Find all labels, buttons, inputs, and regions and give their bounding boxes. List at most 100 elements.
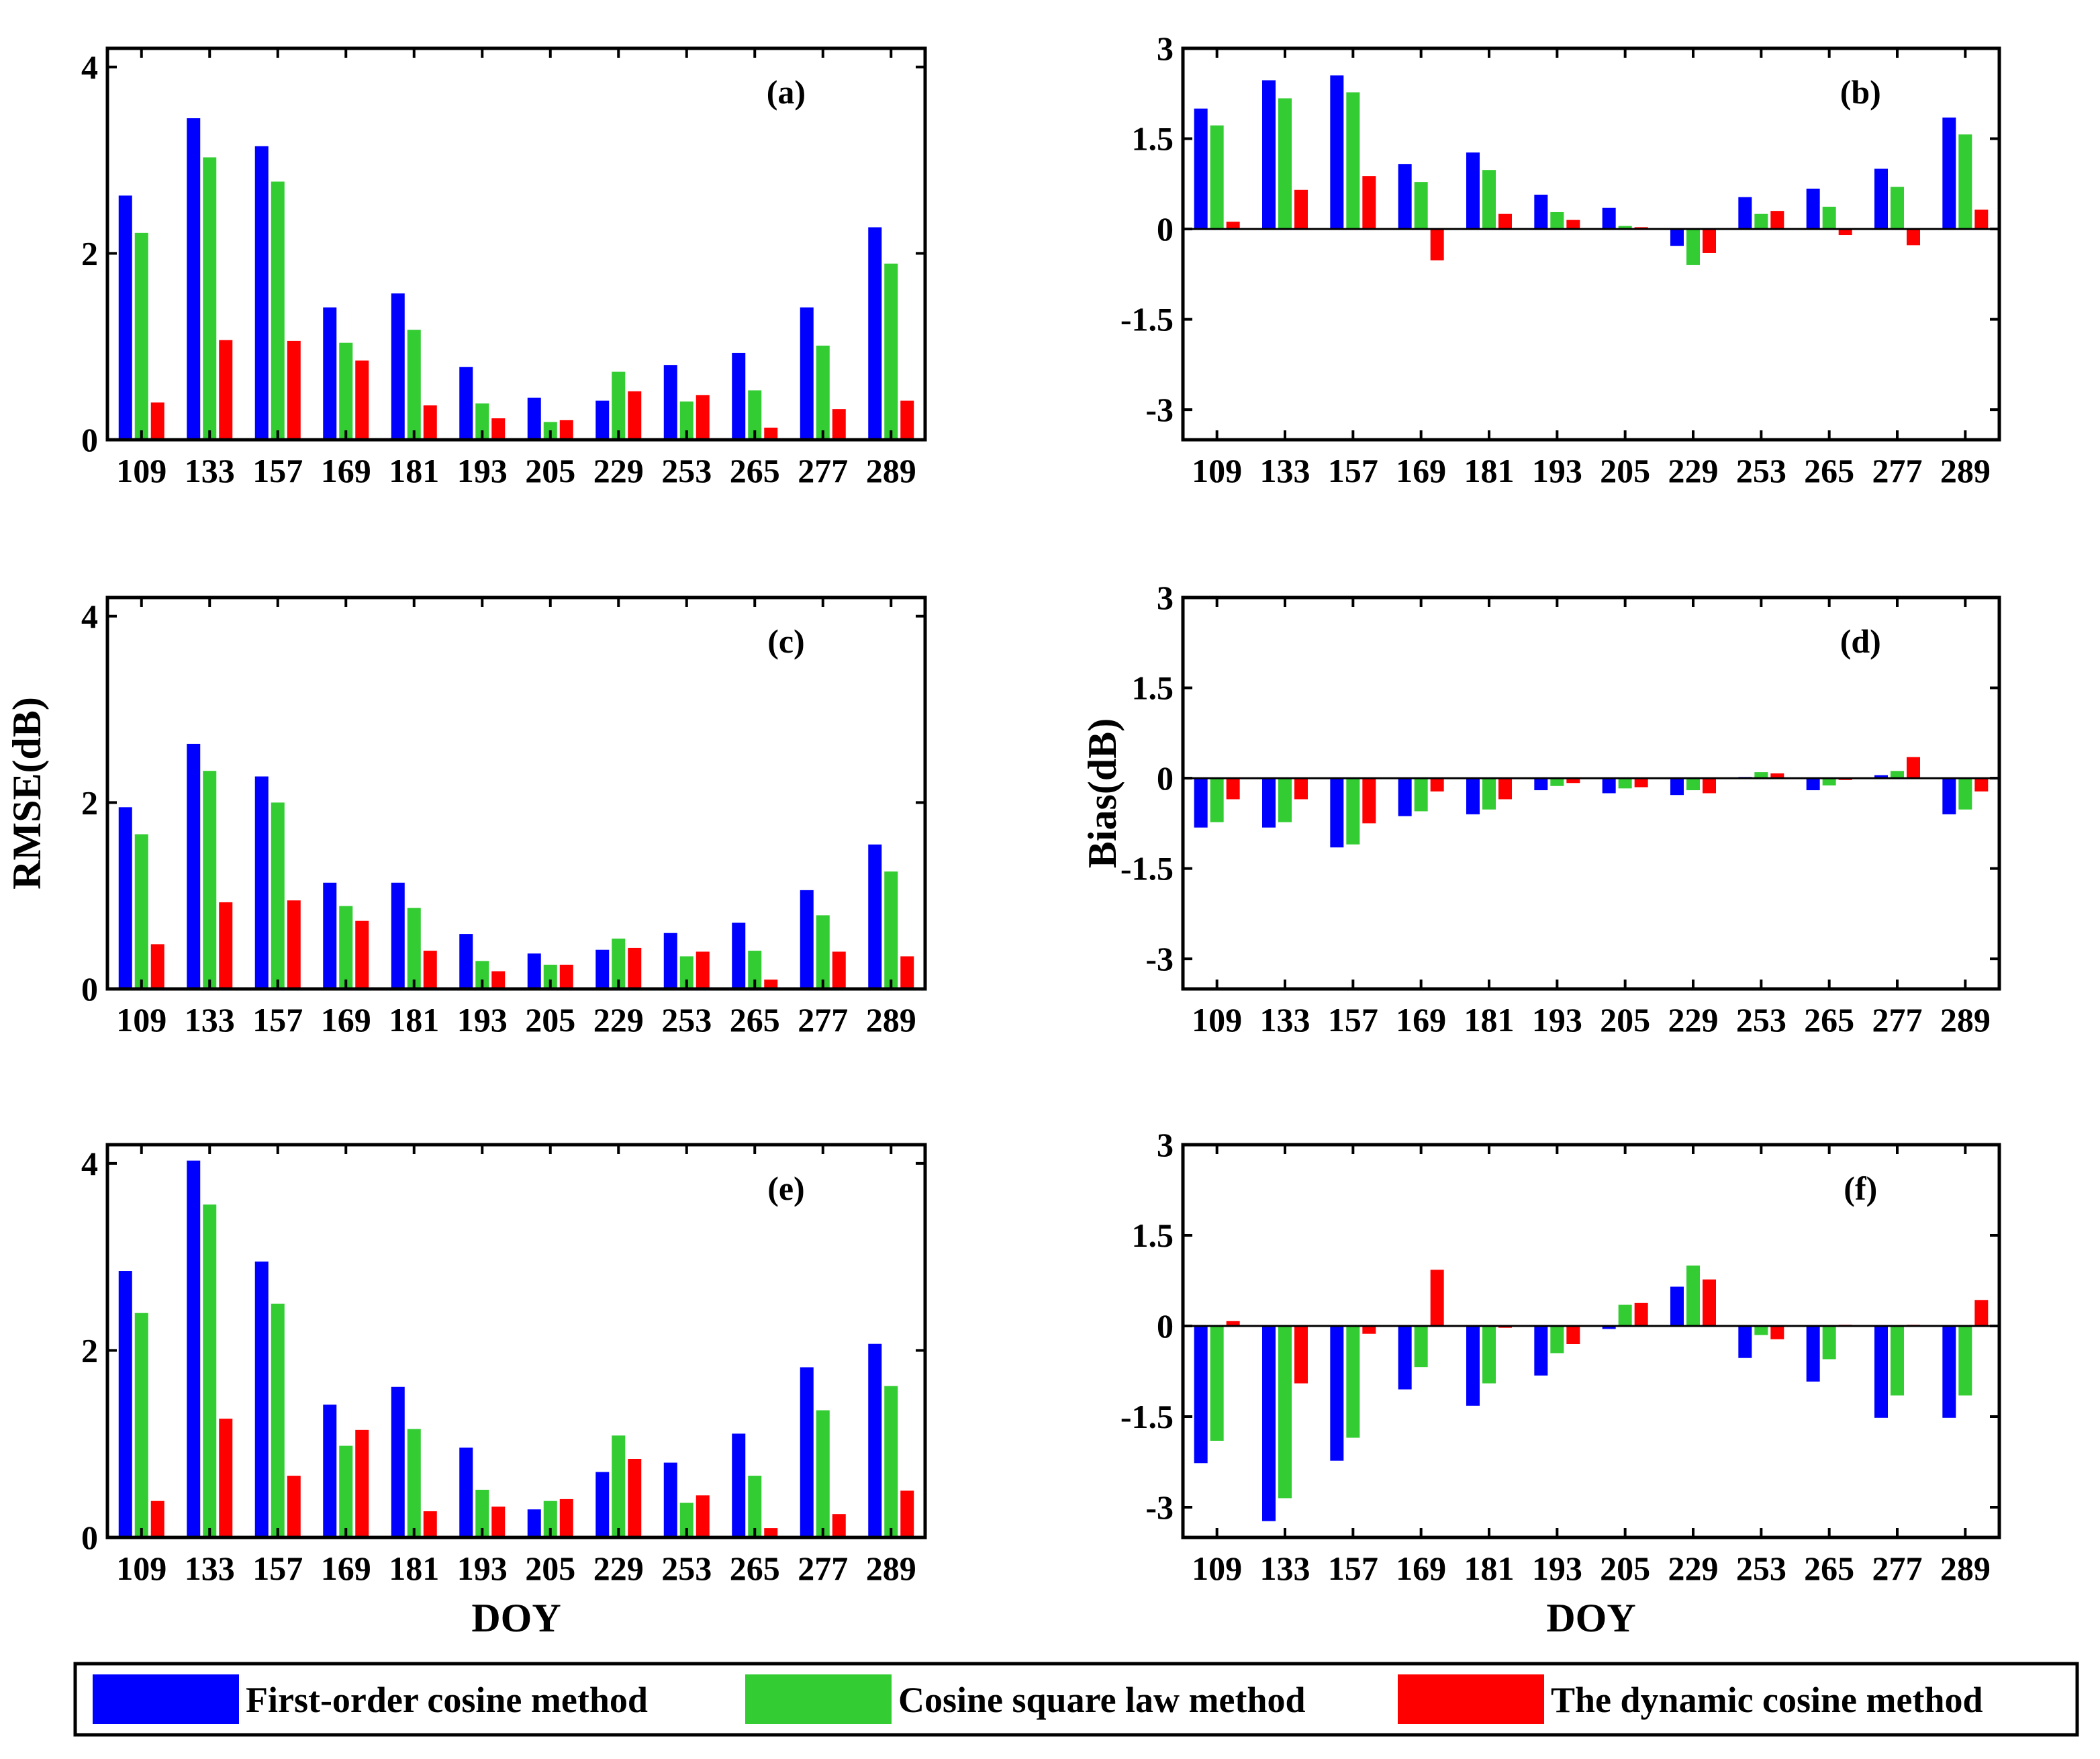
legend: First-order cosine method Cosine square … [73,1662,2079,1737]
y-tick-label: 0 [81,421,98,459]
bar-dynamic-cosine-277 [1907,757,1920,779]
bar-cosine-square-289 [884,871,898,989]
bar-dynamic-cosine-229 [1703,1279,1716,1326]
x-tick-label: 109 [116,452,166,489]
bar-first-order-253 [1738,197,1752,230]
bar-first-order-157 [1330,1326,1344,1461]
bar-first-order-181 [391,882,405,989]
bar-first-order-109 [118,807,132,989]
bar-cosine-square-253 [679,1503,694,1537]
bar-cosine-square-277 [816,1410,830,1537]
bar-dynamic-cosine-193 [1566,1326,1580,1344]
bar-first-order-181 [1466,778,1480,814]
x-tick-label: 253 [1736,1001,1786,1039]
x-tick-label: 205 [525,1550,575,1587]
bar-first-order-181 [1466,152,1480,230]
x-tick-label: 157 [1328,1001,1378,1039]
x-tick-label: 181 [1464,452,1515,489]
bar-first-order-133 [1262,80,1276,230]
bar-cosine-square-181 [407,1429,421,1537]
x-tick-label: 205 [1600,1001,1650,1039]
axes-frame [1181,596,2001,991]
x-tick-label: 109 [1192,1550,1242,1587]
bar-cosine-square-277 [816,345,830,440]
bar-cosine-square-193 [1550,778,1564,786]
bar-first-order-265 [732,352,746,440]
bar-dynamic-cosine-277 [832,409,846,440]
bar-first-order-253 [663,1462,677,1537]
bar-first-order-277 [800,307,814,440]
bar-dynamic-cosine-109 [1226,1321,1240,1326]
y-tick-label: -3 [1145,391,1174,428]
bar-cosine-square-265 [748,951,762,989]
y-tick-label: 4 [81,1145,98,1182]
bar-first-order-133 [187,743,201,989]
x-tick-label: 277 [1872,452,1923,489]
bar-cosine-square-193 [1550,211,1564,230]
bar-first-order-181 [1466,1326,1480,1406]
bar-first-order-109 [1194,778,1208,828]
bar-cosine-square-205 [1618,778,1632,789]
bar-dynamic-cosine-253 [696,951,710,989]
bar-first-order-169 [1398,778,1412,816]
panel-label: (d) [1840,622,1881,660]
panel-f: -3 -1.5 0 1.5 3 109 133 157 169 181 193 205 229 253 26… [1120,1126,2001,1640]
bar-first-order-157 [254,146,269,440]
bar-cosine-square-169 [339,342,353,440]
y-tick-label: 4 [81,598,98,635]
bar-dynamic-cosine-289 [1974,209,1989,230]
bar-cosine-square-277 [1891,187,1904,230]
bar-dynamic-cosine-289 [1974,778,1989,792]
y-tick-label: 3 [1157,1126,1174,1163]
panel-d: -3 -1.5 0 1.5 3 109 133 157 169 181 193 205 229 253 26… [1080,579,2001,1039]
x-tick-label: 169 [321,1001,371,1039]
bar-dynamic-cosine-133 [1294,189,1308,230]
x-tick-label: 181 [1464,1550,1515,1587]
bar-cosine-square-277 [816,915,830,989]
plot-area [1183,1145,1999,1537]
bar-dynamic-cosine-229 [628,1459,642,1537]
x-tick-label: 289 [1940,1550,1991,1587]
axes-frame [105,596,927,991]
bar-cosine-square-169 [1414,1326,1428,1368]
panel-label: (f) [1844,1170,1877,1207]
bar-dynamic-cosine-109 [150,1501,164,1537]
plot-area [107,598,925,989]
legend-swatch-dynamic-cosine [1398,1674,1544,1724]
bar-first-order-205 [1602,207,1616,230]
bar-dynamic-cosine-265 [764,1528,778,1537]
axes-frame [1181,1143,2001,1539]
bar-dynamic-cosine-229 [1703,778,1716,794]
bar-dynamic-cosine-169 [1430,778,1444,792]
bar-first-order-157 [1330,75,1344,230]
bar-dynamic-cosine-193 [1566,778,1580,783]
bar-first-order-205 [527,953,541,989]
x-tick-label: 265 [730,452,780,489]
bar-first-order-229 [595,400,610,440]
x-tick-label: 181 [389,1001,439,1039]
bar-dynamic-cosine-133 [1294,778,1308,800]
bar-first-order-289 [868,227,882,440]
x-tick-label: 277 [1872,1001,1923,1039]
bar-first-order-169 [323,1405,337,1537]
x-tick-label: 133 [185,1001,235,1039]
x-tick-label: 193 [1532,452,1582,489]
bar-cosine-square-193 [1550,1326,1564,1353]
plot-area [1183,598,1999,989]
x-tick-label: 169 [1396,1550,1446,1587]
bar-dynamic-cosine-205 [559,964,573,989]
bar-dynamic-cosine-289 [900,956,914,989]
bar-first-order-229 [1670,778,1684,796]
panel-label: (a) [767,73,806,111]
bar-dynamic-cosine-181 [1498,213,1512,230]
x-tick-label: 229 [593,1001,644,1039]
bar-first-order-109 [118,195,132,440]
bar-cosine-square-133 [203,1204,217,1537]
y-tick-label: 2 [81,783,98,821]
bar-first-order-277 [1874,1326,1888,1418]
bar-cosine-square-205 [543,1501,557,1537]
x-tick-label: 109 [116,1550,166,1587]
panel-e: 0 2 4 109 133 157 169 181 193 205 229 253 265 277 289 (… [81,1143,927,1640]
x-tick-label: 229 [593,452,644,489]
bar-cosine-square-229 [612,371,626,440]
